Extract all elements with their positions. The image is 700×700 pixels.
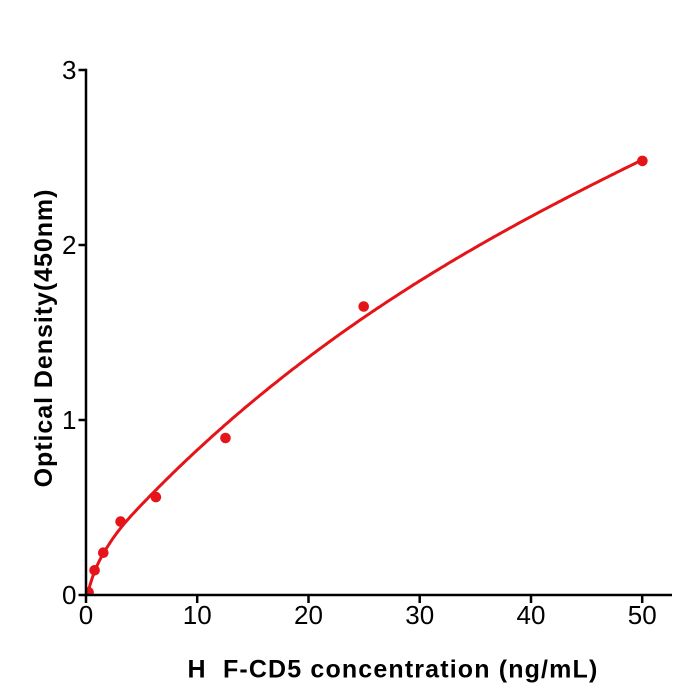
- svg-text:0: 0: [62, 580, 76, 610]
- svg-text:20: 20: [294, 600, 323, 630]
- svg-text:30: 30: [405, 600, 434, 630]
- svg-text:40: 40: [517, 600, 546, 630]
- svg-text:3: 3: [62, 55, 76, 85]
- svg-text:2: 2: [62, 230, 76, 260]
- svg-text:50: 50: [628, 600, 657, 630]
- svg-text:1: 1: [62, 405, 76, 435]
- svg-text:0: 0: [79, 600, 93, 630]
- svg-text:H F-CD5 concentration (ng/mL): H F-CD5 concentration (ng/mL): [188, 656, 599, 684]
- svg-text:10: 10: [183, 600, 212, 630]
- svg-text:Optical Density(450nm): Optical Density(450nm): [30, 189, 58, 488]
